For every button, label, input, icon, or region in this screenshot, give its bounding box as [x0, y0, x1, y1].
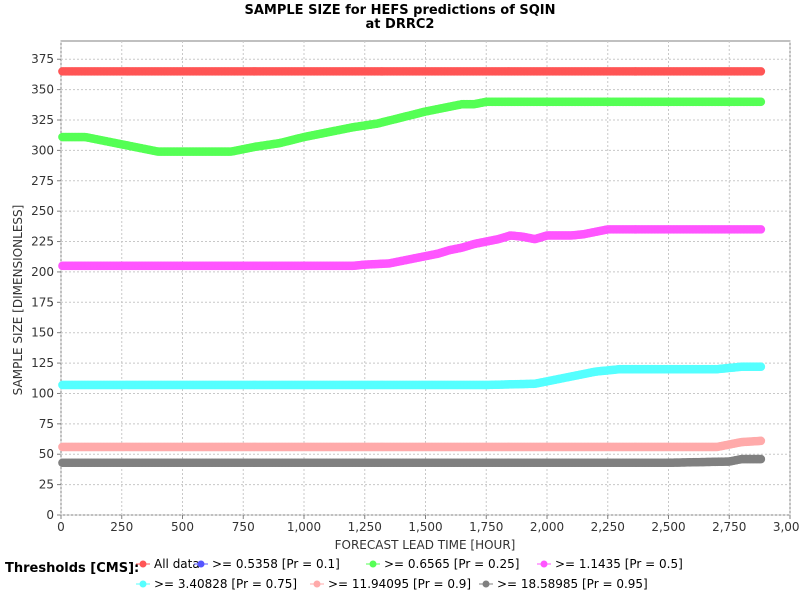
y-tick-label: 150: [31, 326, 54, 340]
x-tick-label: 0: [57, 520, 65, 534]
y-tick-label: 100: [31, 386, 54, 400]
legend: Thresholds [CMS]: All data >= 0.5358 [Pr …: [5, 557, 683, 591]
legend-swatch: [369, 560, 377, 568]
y-tick-label: 350: [31, 83, 54, 97]
x-tick-label: 2,250: [591, 520, 625, 534]
y-tick-label: 50: [39, 447, 54, 461]
legend-swatch: [139, 580, 147, 588]
data-point: [756, 225, 766, 234]
y-tick-label: 75: [39, 417, 54, 431]
y-tick-label: 325: [31, 113, 54, 127]
chart-subtitle: at DRRC2: [366, 17, 435, 32]
x-tick-label: 1,750: [469, 520, 503, 534]
series-5: [58, 436, 766, 452]
legend-swatch: [139, 560, 147, 568]
y-tick-label: 0: [46, 508, 54, 522]
legend-swatch: [482, 580, 490, 588]
legend-item: >= 11.94095 [Pr = 0.9]: [310, 577, 471, 591]
x-tick-label: 1,000: [287, 520, 321, 534]
data-point: [756, 97, 766, 107]
legend-label: >= 11.94095 [Pr = 0.9]: [328, 577, 471, 591]
legend-item: All data: [136, 557, 200, 571]
legend-title: Thresholds [CMS]:: [5, 561, 139, 576]
x-axis-label: FORECAST LEAD TIME [HOUR]: [335, 538, 516, 552]
data-point: [756, 436, 766, 446]
x-tick-label: 3,000: [773, 520, 800, 534]
y-tick-label: 200: [31, 265, 54, 279]
legend-swatch: [313, 580, 321, 588]
legend-swatch: [197, 560, 205, 568]
y-tick-label: 300: [31, 143, 54, 157]
x-tick-label: 1,250: [348, 520, 382, 534]
x-tick-label: 2,750: [712, 520, 746, 534]
legend-label: >= 1.1435 [Pr = 0.5]: [555, 557, 683, 571]
x-tick-label: 750: [232, 520, 255, 534]
legend-label: >= 0.6565 [Pr = 0.25]: [384, 557, 519, 571]
legend-swatch: [540, 560, 548, 568]
legend-label: >= 18.58985 [Pr = 0.95]: [497, 577, 648, 591]
legend-item: >= 18.58985 [Pr = 0.95]: [479, 577, 648, 591]
x-tick-label: 250: [110, 520, 133, 534]
legend-item: >= 0.6565 [Pr = 0.25]: [366, 557, 519, 571]
y-tick-label: 125: [31, 356, 54, 370]
x-tick-label: 2,500: [651, 520, 685, 534]
y-axis-label: SAMPLE SIZE [DIMENSIONLESS]: [11, 205, 25, 396]
legend-label: All data: [154, 557, 200, 571]
series-3: [58, 225, 766, 271]
y-tick-label: 275: [31, 174, 54, 188]
data-point: [756, 67, 766, 76]
series-4: [58, 362, 766, 390]
data-point: [756, 454, 766, 464]
data-point: [756, 362, 766, 372]
series-0: [58, 67, 766, 76]
y-tick-label: 25: [39, 478, 54, 492]
y-tick-label: 225: [31, 235, 54, 249]
legend-label: >= 3.40828 [Pr = 0.75]: [154, 577, 297, 591]
series-6: [58, 454, 766, 468]
y-tick-label: 175: [31, 295, 54, 309]
y-tick-label: 375: [31, 52, 54, 66]
x-tick-label: 500: [171, 520, 194, 534]
legend-item: >= 1.1435 [Pr = 0.5]: [537, 557, 683, 571]
series-2: [58, 97, 766, 156]
chart-title: SAMPLE SIZE for HEFS predictions of SQIN: [244, 3, 555, 18]
legend-item: >= 0.5358 [Pr = 0.1]: [194, 557, 340, 571]
x-tick-label: 2,000: [530, 520, 564, 534]
x-tick-label: 1,500: [408, 520, 442, 534]
y-tick-label: 250: [31, 204, 54, 218]
legend-label: >= 0.5358 [Pr = 0.1]: [212, 557, 340, 571]
legend-item: >= 3.40828 [Pr = 0.75]: [136, 577, 297, 591]
plot-area: 0 25 50 75 100 125 150 175 200 225 250 275 300 325 350…: [31, 40, 800, 534]
